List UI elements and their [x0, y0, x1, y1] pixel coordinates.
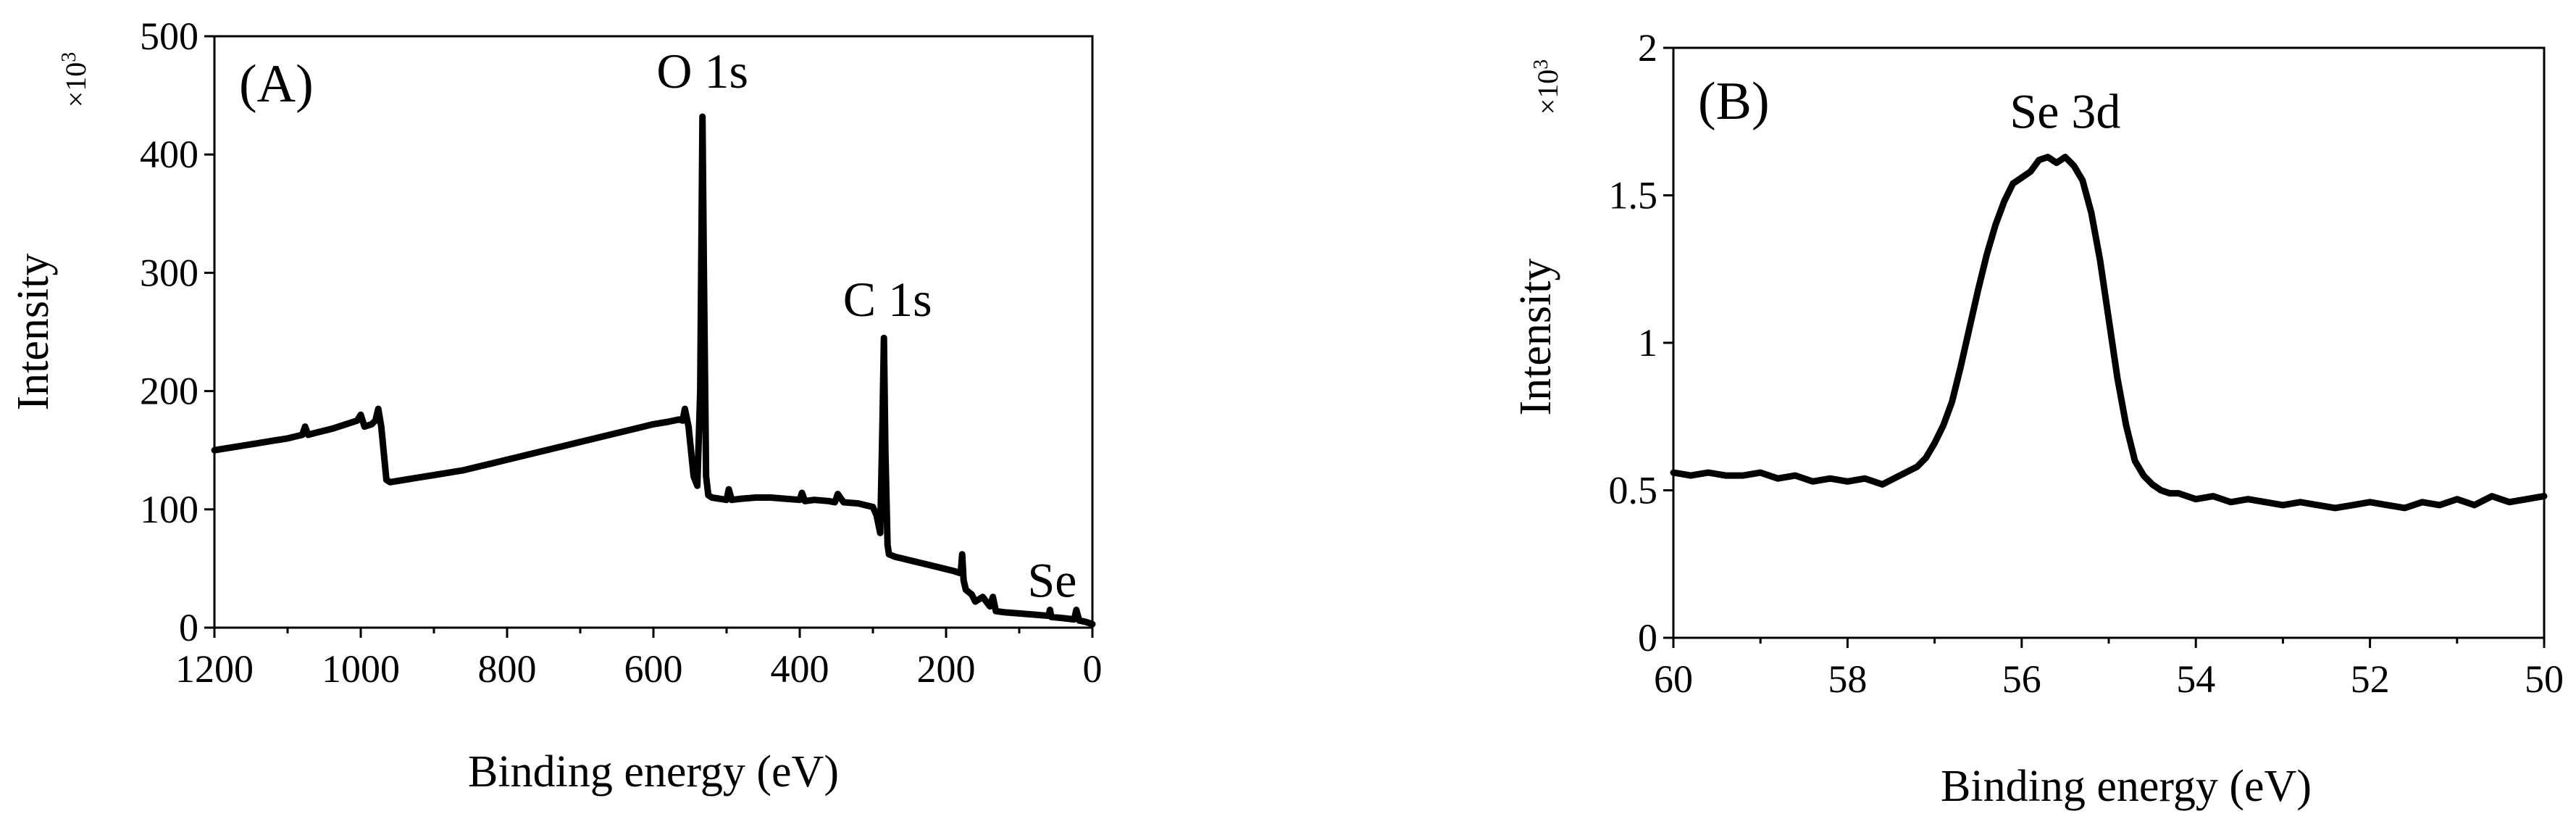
chart-a-x-axis-label: Binding energy (eV): [468, 747, 839, 797]
chart-b-y-multiplier-exponent: 3: [1530, 59, 1552, 70]
chart-a-annotation: Se: [1027, 553, 1076, 608]
chart-a-x-tick-label: 400: [771, 647, 829, 691]
chart-b-annotation: Se 3d: [2010, 84, 2120, 139]
chart-a-plot-frame: [213, 35, 1094, 629]
chart-a-series-line: [211, 113, 1096, 628]
chart-b-y-tick-label: 1.5: [1609, 174, 1658, 217]
chart-b-y-tick-label: 1: [1638, 321, 1657, 365]
chart-a-y-tick-label: 0: [179, 606, 198, 649]
chart-b-y-multiplier: ×103: [1530, 59, 1564, 115]
chart-a-y-tick-label: 400: [140, 133, 198, 176]
chart-a-x-tick-label: 600: [624, 647, 683, 691]
chart-b-y-axis-label: Intensity: [1511, 259, 1560, 416]
chart-a-y-tick-label: 300: [140, 251, 198, 294]
chart-a-annotation: O 1s: [656, 43, 748, 99]
chart-a-x-tick-label: 1200: [175, 647, 254, 691]
chart-b-y-tick-label: 2: [1638, 26, 1657, 70]
chart-a-annotation: C 1s: [843, 272, 932, 327]
chart-a-x-tick-label: 200: [917, 647, 976, 691]
chart-a-y-tick-label: 100: [140, 488, 198, 531]
chart-a-x-tick-label: 1000: [322, 647, 400, 691]
chart-b-x-axis-label: Binding energy (eV): [1941, 762, 2312, 811]
chart-b-x-tick-label: 50: [2525, 657, 2564, 701]
chart-a-panel-label: (A): [239, 54, 314, 114]
chart-b-x-tick-label: 60: [1654, 657, 1693, 701]
chart-b-x-tick-label: 54: [2176, 657, 2215, 701]
chart-a-x-tick-label: 0: [1083, 647, 1103, 691]
chart-b-y-tick-label: 0.5: [1609, 469, 1658, 512]
chart-a-y-axis-label: Intensity: [9, 254, 58, 411]
chart-b: 60 58 56 54 52 50 0 0.5 1 1.5 2 Binding energy (eV)…: [1511, 26, 2564, 811]
chart-a-y-tick-label: 500: [140, 14, 198, 58]
chart-b-y-multiplier-prefix: ×10: [1531, 70, 1564, 115]
chart-b-series-line: [1670, 154, 2548, 512]
chart-b-x-tick-label: 58: [1828, 657, 1867, 701]
chart-b-x-tick-label: 56: [2002, 657, 2041, 701]
chart-b-y-tick-label: 0: [1638, 616, 1657, 660]
chart-a-y-tick-label: 200: [140, 370, 198, 413]
chart-a-x-tick-label: 800: [478, 647, 537, 691]
chart-b-x-tick-label: 52: [2351, 657, 2390, 701]
chart-b-panel-label: (B): [1698, 72, 1770, 131]
chart-a-y-multiplier: ×103: [58, 52, 92, 108]
chart-a-y-multiplier-exponent: 3: [58, 52, 80, 62]
chart-a-y-multiplier-prefix: ×10: [59, 62, 92, 108]
chart-a: 1200 1000 800 600 400 200 0 0 100 200 300 400 500 Bin…: [9, 14, 1103, 797]
